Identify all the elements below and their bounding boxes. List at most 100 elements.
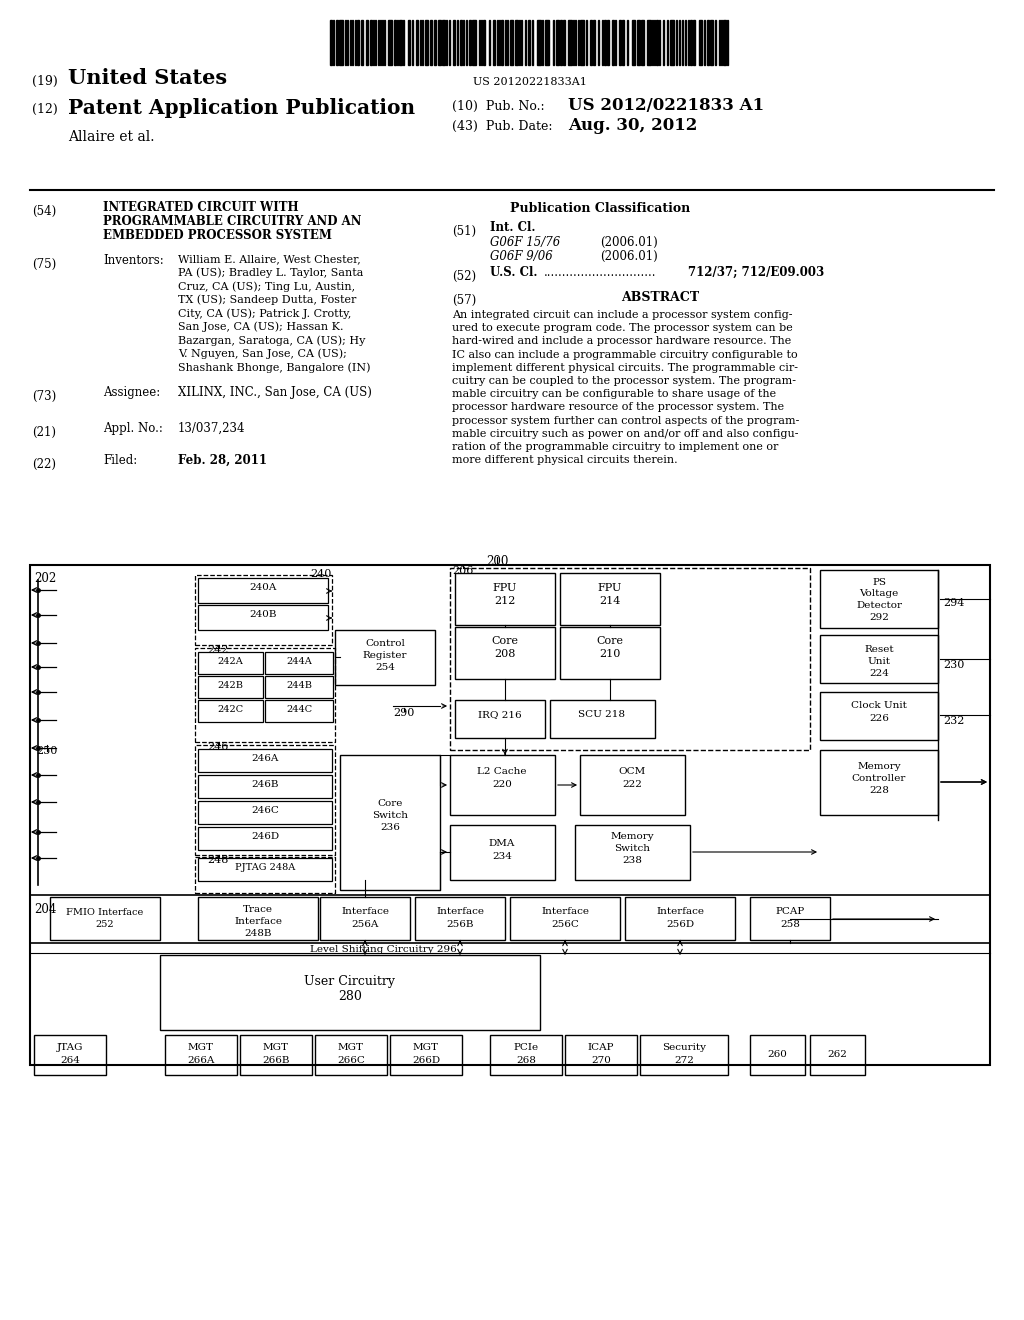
Text: IC also can include a programmable circuitry configurable to: IC also can include a programmable circu… (452, 350, 798, 359)
Text: 250: 250 (36, 746, 57, 756)
Text: 226: 226 (869, 714, 889, 723)
Bar (455, 700, 545, 738)
Bar (750, 1035, 805, 1074)
Text: PCIe: PCIe (513, 1043, 539, 1052)
Bar (394, 20, 396, 65)
Bar (810, 1035, 865, 1074)
Bar (319, 898, 410, 940)
Text: 248B: 248B (245, 929, 271, 939)
Text: Interface: Interface (436, 907, 484, 916)
Text: U.S. Cl.: U.S. Cl. (490, 267, 538, 279)
Text: San Jose, CA (US); Hassan K.: San Jose, CA (US); Hassan K. (178, 322, 343, 333)
Bar (240, 1035, 312, 1074)
Text: 266C: 266C (337, 1056, 365, 1065)
Text: (2006.01): (2006.01) (600, 249, 657, 263)
Bar (670, 20, 674, 65)
Text: 240: 240 (310, 569, 332, 579)
Bar (622, 20, 624, 65)
Text: 254: 254 (375, 663, 395, 672)
Text: Interface: Interface (541, 907, 589, 916)
Text: US 20120221833A1: US 20120221833A1 (473, 77, 587, 87)
Bar (820, 692, 938, 741)
Bar (693, 20, 695, 65)
Bar (820, 750, 938, 814)
Text: (10)  Pub. No.:: (10) Pub. No.: (452, 100, 545, 114)
Text: 230: 230 (943, 660, 965, 671)
Text: 222: 222 (622, 780, 642, 789)
Bar (195, 744, 335, 855)
Text: PCAP: PCAP (775, 907, 805, 916)
Text: INTEGRATED CIRCUIT WITH: INTEGRATED CIRCUIT WITH (103, 201, 299, 214)
Text: 228: 228 (869, 785, 889, 795)
Bar (690, 20, 692, 65)
Text: 266B: 266B (262, 1056, 290, 1065)
Text: JTAG: JTAG (56, 1043, 83, 1052)
Text: 234: 234 (493, 851, 512, 861)
Bar (560, 20, 562, 65)
Bar (198, 652, 263, 675)
Text: Reset: Reset (864, 645, 894, 653)
Bar (707, 20, 709, 65)
Text: 244B: 244B (286, 681, 312, 690)
Bar (370, 20, 372, 65)
Text: processor system further can control aspects of the program-: processor system further can control asp… (452, 416, 800, 425)
Text: (2006.01): (2006.01) (600, 236, 657, 249)
Bar (450, 568, 810, 750)
Bar (699, 20, 702, 65)
Bar (195, 857, 335, 894)
Text: DMA: DMA (488, 840, 515, 847)
Text: 256A: 256A (351, 920, 379, 929)
Text: 242C: 242C (217, 705, 243, 714)
Text: User Circuitry: User Circuitry (304, 975, 395, 987)
Bar (510, 898, 620, 940)
Text: 280: 280 (338, 990, 361, 1003)
Bar (434, 20, 436, 65)
Text: Core: Core (377, 799, 402, 808)
Bar (195, 576, 332, 645)
Bar (580, 20, 584, 65)
Bar (453, 20, 455, 65)
Text: FPU: FPU (493, 583, 517, 593)
Text: Register: Register (362, 651, 408, 660)
Text: 246C: 246C (251, 807, 279, 814)
Text: 268: 268 (516, 1056, 536, 1065)
Bar (593, 20, 595, 65)
Bar (430, 20, 432, 65)
Text: 272: 272 (674, 1056, 694, 1065)
Bar (335, 630, 435, 685)
Text: (12): (12) (32, 103, 57, 116)
Text: Patent Application Publication: Patent Application Publication (68, 98, 415, 117)
Text: PROGRAMMABLE CIRCUITRY AND AN: PROGRAMMABLE CIRCUITRY AND AN (103, 215, 361, 228)
Bar (710, 20, 713, 65)
Bar (195, 648, 335, 742)
Bar (50, 898, 160, 940)
Text: cuitry can be coupled to the processor system. The program-: cuitry can be coupled to the processor s… (452, 376, 796, 385)
Text: OCM: OCM (618, 767, 645, 776)
Bar (455, 573, 555, 624)
Text: 246B: 246B (251, 780, 279, 789)
Text: PA (US); Bradley L. Taylor, Santa: PA (US); Bradley L. Taylor, Santa (178, 268, 364, 279)
Text: 258: 258 (780, 920, 800, 929)
Bar (820, 635, 938, 682)
Bar (357, 20, 359, 65)
Bar (483, 20, 485, 65)
Bar (388, 20, 392, 65)
Text: 266D: 266D (412, 1056, 440, 1065)
Text: 246D: 246D (251, 832, 280, 841)
Text: 238: 238 (622, 855, 642, 865)
Text: PS: PS (872, 578, 886, 587)
Text: MGT: MGT (263, 1043, 289, 1052)
Text: 244A: 244A (286, 657, 312, 667)
Bar (537, 20, 541, 65)
Text: more different physical circuits therein.: more different physical circuits therein… (452, 455, 678, 465)
Text: Allaire et al.: Allaire et al. (68, 129, 155, 144)
Bar (198, 700, 263, 722)
Text: 13/037,234: 13/037,234 (178, 422, 246, 436)
Text: MGT: MGT (338, 1043, 364, 1052)
Text: 712/37; 712/E09.003: 712/37; 712/E09.003 (688, 267, 824, 279)
Text: (51): (51) (452, 224, 476, 238)
Text: 266A: 266A (187, 1056, 215, 1065)
Bar (632, 20, 635, 65)
Bar (438, 20, 441, 65)
Text: EMBEDDED PROCESSOR SYSTEM: EMBEDDED PROCESSOR SYSTEM (103, 228, 332, 242)
